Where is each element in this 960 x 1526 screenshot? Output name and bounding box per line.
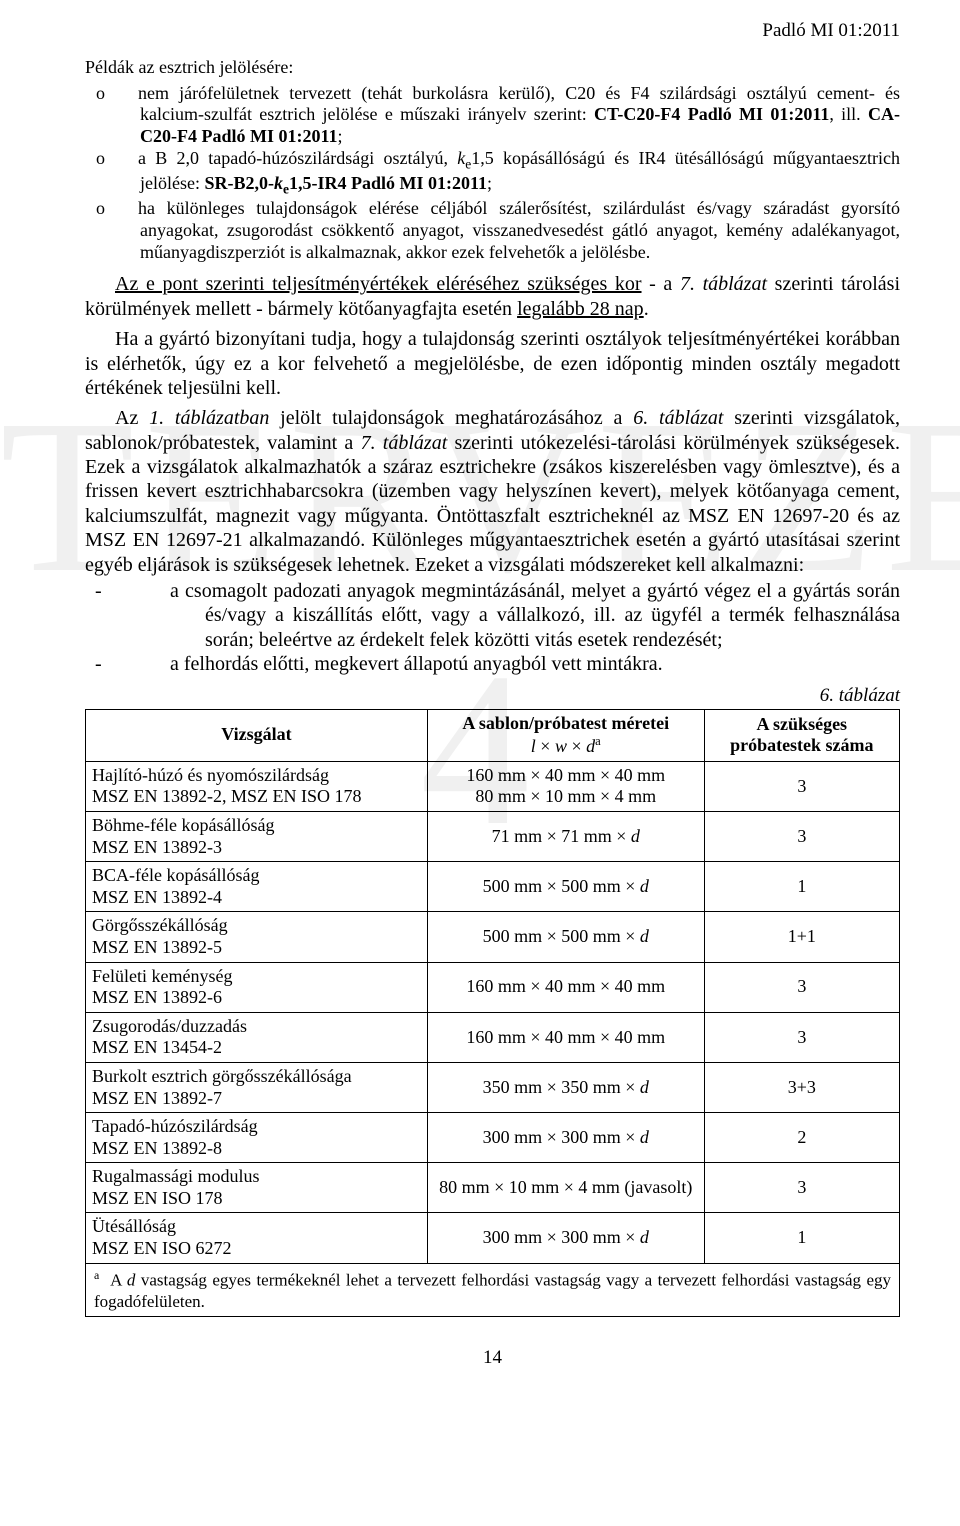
th-text: próbatestek száma xyxy=(730,735,873,755)
cell-test: Böhme-féle kopásállóságMSZ EN 13892-3 xyxy=(86,811,428,861)
cell-dimensions: 350 mm × 350 mm × d xyxy=(427,1062,704,1112)
table-footnote-row: a A d vastagság egyes termékeknél lehet … xyxy=(86,1263,900,1316)
cell-test: Burkolt esztrich görgősszékállóságaMSZ E… xyxy=(86,1062,428,1112)
cell-dimensions: 80 mm × 10 mm × 4 mm (javasolt) xyxy=(427,1163,704,1213)
table-footnote: a A d vastagság egyes termékeknél lehet … xyxy=(86,1263,900,1316)
table-row: Rugalmassági modulusMSZ EN ISO 17880 mm … xyxy=(86,1163,900,1213)
cell-test: Felületi keménységMSZ EN 13892-6 xyxy=(86,962,428,1012)
cell-count: 3+3 xyxy=(704,1062,899,1112)
list-item-text: ha különleges tulajdonságok elérése célj… xyxy=(138,198,900,262)
body-paragraph: Az e pont szerinti teljesítményértékek e… xyxy=(85,272,900,321)
table-row: Böhme-féle kopásállóságMSZ EN 13892-371 … xyxy=(86,811,900,861)
cell-dimensions: 500 mm × 500 mm × d xyxy=(427,862,704,912)
th-text: A sablon/próbatest méretei xyxy=(462,713,669,733)
cell-dimensions: 71 mm × 71 mm × d xyxy=(427,811,704,861)
examples-list: onem járófelületnek tervezett (tehát bur… xyxy=(85,83,900,265)
th-dimensions: A sablon/próbatest méretei l × w × da xyxy=(427,709,704,761)
cell-dimensions: 300 mm × 300 mm × d xyxy=(427,1113,704,1163)
table-row: BCA-féle kopásállóságMSZ EN 13892-4500 m… xyxy=(86,862,900,912)
cell-count: 3 xyxy=(704,1012,899,1062)
table-row: Burkolt esztrich görgősszékállóságaMSZ E… xyxy=(86,1062,900,1112)
list-item: - a felhordás előtti, megkevert állapotú… xyxy=(85,652,900,676)
cell-test: Zsugorodás/duzzadásMSZ EN 13454-2 xyxy=(86,1012,428,1062)
th-test: Vizsgálat xyxy=(86,709,428,761)
table-row: Tapadó-húzószilárdságMSZ EN 13892-8300 m… xyxy=(86,1113,900,1163)
cell-test: Rugalmassági modulusMSZ EN ISO 178 xyxy=(86,1163,428,1213)
list-item: - a csomagolt padozati anyagok megmintáz… xyxy=(85,579,900,652)
cell-count: 1 xyxy=(704,862,899,912)
cell-count: 1+1 xyxy=(704,912,899,962)
list-item-text: a csomagolt padozati anyagok megmintázás… xyxy=(170,580,900,651)
page-number: 14 xyxy=(85,1347,900,1369)
cell-dimensions: 160 mm × 40 mm × 40 mm xyxy=(427,962,704,1012)
cell-dimensions: 500 mm × 500 mm × d xyxy=(427,912,704,962)
table-row: GörgősszékállóságMSZ EN 13892-5500 mm × … xyxy=(86,912,900,962)
body-paragraph: Az 1. táblázatban jelölt tulajdonságok m… xyxy=(85,406,900,577)
list-item: oa B 2,0 tapadó-húzószilárdsági osztályú… xyxy=(85,148,900,198)
cell-dimensions: 300 mm × 300 mm × d xyxy=(427,1213,704,1263)
examples-intro: Példák az esztrich jelölésére: xyxy=(85,56,900,79)
cell-dimensions: 160 mm × 40 mm × 40 mm80 mm × 10 mm × 4 … xyxy=(427,761,704,811)
table-row: Zsugorodás/duzzadásMSZ EN 13454-2160 mm … xyxy=(86,1012,900,1062)
list-item: onem járófelületnek tervezett (tehát bur… xyxy=(85,83,900,149)
th-count: A szükséges próbatestek száma xyxy=(704,709,899,761)
cell-test: Tapadó-húzószilárdságMSZ EN 13892-8 xyxy=(86,1113,428,1163)
cell-count: 2 xyxy=(704,1113,899,1163)
cell-test: BCA-féle kopásállóságMSZ EN 13892-4 xyxy=(86,862,428,912)
cell-test: ÜtésállóságMSZ EN ISO 6272 xyxy=(86,1213,428,1263)
table-6: Vizsgálat A sablon/próbatest méretei l ×… xyxy=(85,709,900,1317)
table-header-row: Vizsgálat A sablon/próbatest méretei l ×… xyxy=(86,709,900,761)
table-row: Hajlító-húzó és nyomószilárdságMSZ EN 13… xyxy=(86,761,900,811)
th-subtext: l × w × da xyxy=(531,736,601,756)
list-item: oha különleges tulajdonságok elérése cél… xyxy=(85,198,900,264)
cell-count: 3 xyxy=(704,761,899,811)
cell-count: 1 xyxy=(704,1213,899,1263)
table-row: ÜtésállóságMSZ EN ISO 6272300 mm × 300 m… xyxy=(86,1213,900,1263)
list-item-text: nem járófelületnek tervezett (tehát burk… xyxy=(138,83,900,147)
list-item-text: a felhordás előtti, megkevert állapotú a… xyxy=(170,653,663,675)
th-text: A szükséges xyxy=(757,714,848,734)
cell-count: 3 xyxy=(704,962,899,1012)
body-paragraph: Ha a gyártó bizonyítani tudja, hogy a tu… xyxy=(85,327,900,400)
table-caption: 6. táblázat xyxy=(85,685,900,707)
table-row: Felületi keménységMSZ EN 13892-6160 mm ×… xyxy=(86,962,900,1012)
cell-test: Hajlító-húzó és nyomószilárdságMSZ EN 13… xyxy=(86,761,428,811)
cell-count: 3 xyxy=(704,1163,899,1213)
cell-test: GörgősszékállóságMSZ EN 13892-5 xyxy=(86,912,428,962)
list-item-text: a B 2,0 tapadó-húzószilárdsági osztályú,… xyxy=(138,148,900,193)
dash-list: - a csomagolt padozati anyagok megmintáz… xyxy=(85,579,900,677)
cell-count: 3 xyxy=(704,811,899,861)
page-header-right: Padló MI 01:2011 xyxy=(85,20,900,42)
cell-dimensions: 160 mm × 40 mm × 40 mm xyxy=(427,1012,704,1062)
